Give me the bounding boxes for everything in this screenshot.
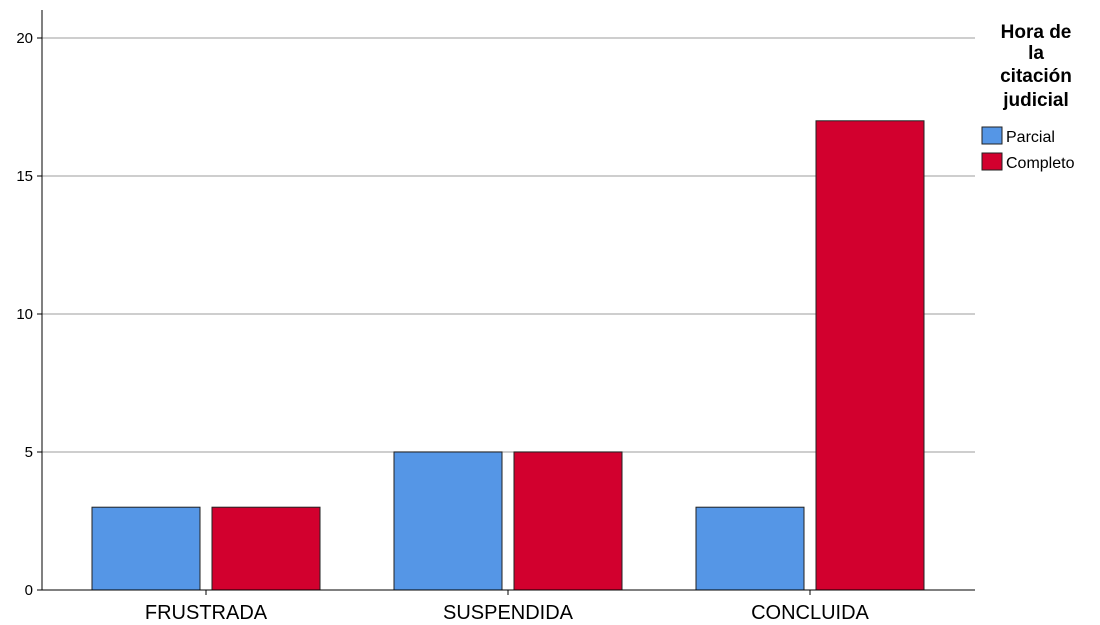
bar-concluida-completo: [815, 120, 925, 591]
legend-title-line-4: judicial: [1002, 90, 1068, 111]
x-category-label-frustrada: FRUSTRADA: [145, 602, 268, 624]
y-tick-label-10: 10: [16, 306, 33, 323]
legend-title-line-3: citación: [1000, 66, 1072, 87]
legend-swatch-completo: [981, 152, 1003, 171]
bar-frustrada-parcial: [91, 506, 201, 591]
bar-frustrada-completo: [211, 506, 321, 591]
bar-suspendida-parcial: [393, 451, 503, 591]
legend-title-line-2: la: [1028, 43, 1044, 64]
x-category-label-concluida: CONCLUIDA: [751, 602, 869, 624]
y-tick-label-5: 5: [25, 444, 33, 461]
y-axis-ticks: 0 5 10 15 20: [16, 30, 42, 599]
legend-swatch-parcial: [981, 126, 1003, 145]
x-axis-categories: FRUSTRADA SUSPENDIDA CONCLUIDA: [145, 590, 870, 624]
legend: Hora de la citación judicial Parcial Com…: [981, 22, 1075, 172]
bar-concluida-parcial: [695, 506, 805, 591]
bars: [91, 120, 925, 591]
bar-suspendida-completo: [513, 451, 623, 591]
legend-label-completo: Completo: [1006, 155, 1075, 172]
x-category-label-suspendida: SUSPENDIDA: [443, 602, 574, 624]
legend-label-parcial: Parcial: [1006, 129, 1055, 146]
y-tick-label-0: 0: [25, 582, 33, 599]
legend-title-line-1: Hora de: [1001, 22, 1072, 43]
y-tick-label-15: 15: [16, 168, 33, 185]
y-tick-label-20: 20: [16, 30, 33, 47]
